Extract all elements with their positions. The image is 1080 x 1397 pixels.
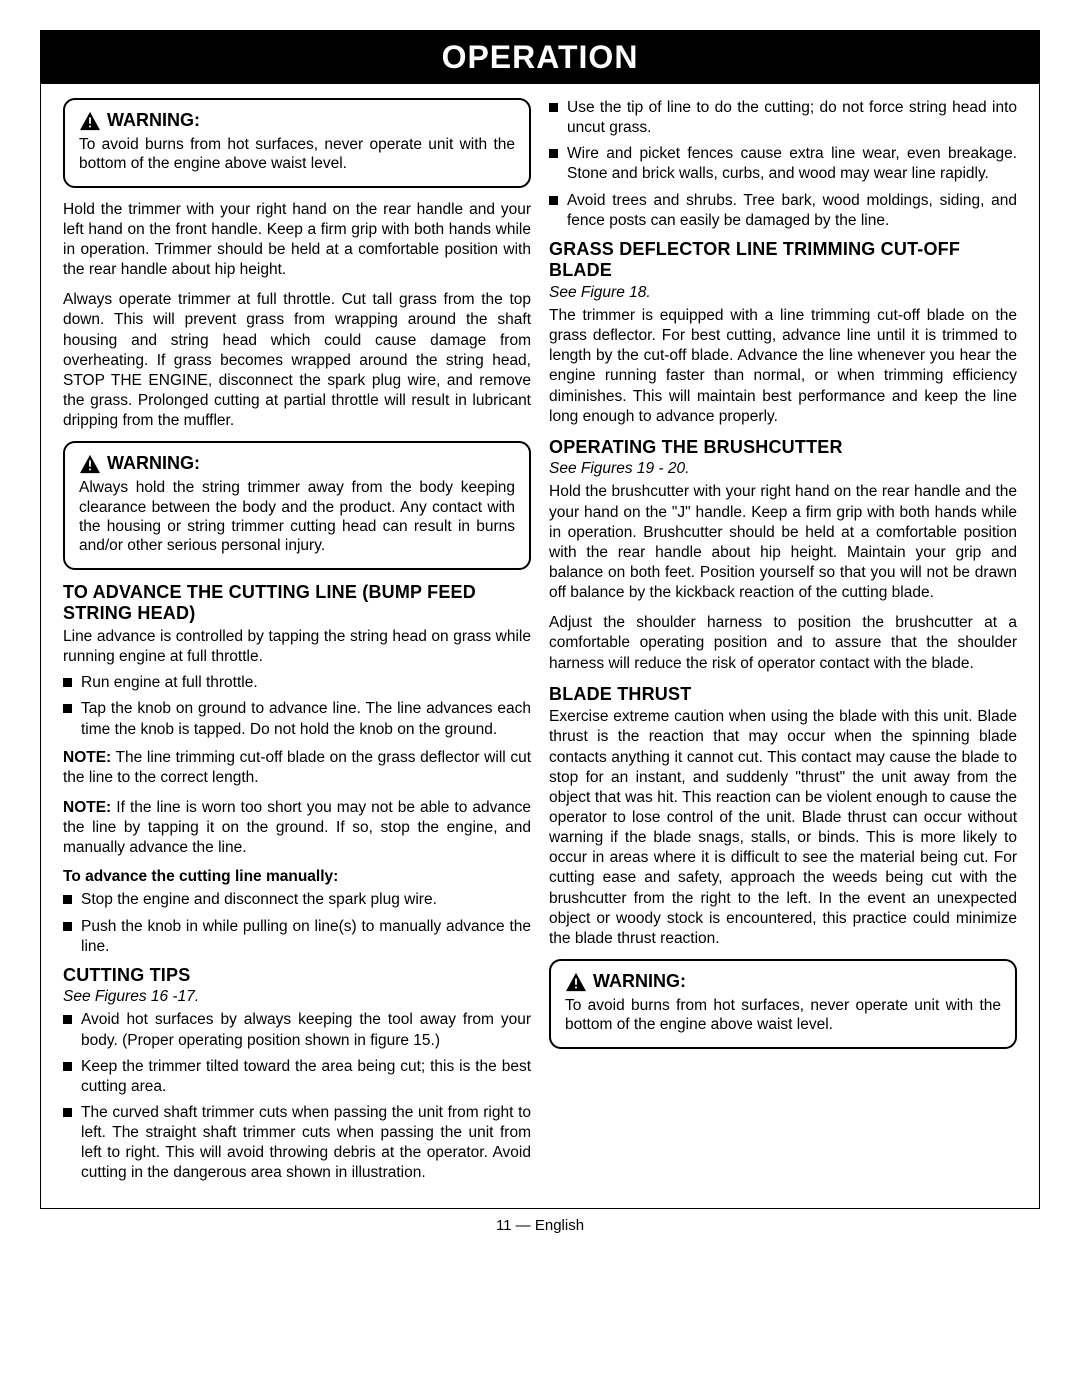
list-item: Keep the trimmer tilted toward the area … xyxy=(63,1057,531,1097)
paragraph: Line advance is controlled by tapping th… xyxy=(63,627,531,667)
warning-box-2: WARNING: Always hold the string trimmer … xyxy=(63,441,531,570)
warning-text: Always hold the string trimmer away from… xyxy=(79,478,515,556)
warning-box-1: WARNING: To avoid burns from hot surface… xyxy=(63,98,531,188)
figure-reference: See Figures 16 -17. xyxy=(63,988,531,1006)
bullet-list: Run engine at full throttle. Tap the kno… xyxy=(63,673,531,739)
warning-text: To avoid burns from hot surfaces, never … xyxy=(79,135,515,174)
left-column: WARNING: To avoid burns from hot surface… xyxy=(63,98,531,1190)
note-text: The line trimming cut-off blade on the g… xyxy=(63,749,531,786)
paragraph: Hold the brushcutter with your right han… xyxy=(549,482,1017,603)
note-label: NOTE: xyxy=(63,749,111,766)
warning-icon xyxy=(79,111,101,131)
section-heading-deflector: GRASS DEFLECTOR LINE TRIMMING CUT-OFF BL… xyxy=(549,239,1017,282)
bullet-list: Use the tip of line to do the cutting; d… xyxy=(549,98,1017,231)
list-item: Stop the engine and disconnect the spark… xyxy=(63,890,531,910)
list-item: The curved shaft trimmer cuts when passi… xyxy=(63,1103,531,1184)
page-frame: OPERATION WARNING: To avoid burns from h… xyxy=(40,30,1040,1209)
list-item: Wire and picket fences cause extra line … xyxy=(549,144,1017,184)
section-heading-cutting-tips: CUTTING TIPS xyxy=(63,965,531,987)
warning-box-3: WARNING: To avoid burns from hot surface… xyxy=(549,959,1017,1049)
list-item: Use the tip of line to do the cutting; d… xyxy=(549,98,1017,138)
paragraph: Hold the trimmer with your right hand on… xyxy=(63,200,531,281)
section-heading-blade-thrust: BLADE THRUST xyxy=(549,684,1017,706)
bullet-list: Avoid hot surfaces by always keeping the… xyxy=(63,1010,531,1183)
warning-heading: WARNING: xyxy=(565,971,1001,992)
note-label: NOTE: xyxy=(63,799,111,816)
section-heading-advance: TO ADVANCE THE CUTTING LINE (BUMP FEED S… xyxy=(63,582,531,625)
figure-reference: See Figures 19 - 20. xyxy=(549,460,1017,478)
paragraph: The trimmer is equipped with a line trim… xyxy=(549,306,1017,427)
page-title: OPERATION xyxy=(41,31,1039,84)
list-item: Push the knob in while pulling on line(s… xyxy=(63,917,531,957)
paragraph: Always operate trimmer at full throttle.… xyxy=(63,290,531,431)
right-column: Use the tip of line to do the cutting; d… xyxy=(549,98,1017,1190)
figure-reference: See Figure 18. xyxy=(549,284,1017,302)
warning-label: WARNING: xyxy=(107,110,200,131)
paragraph: Adjust the shoulder harness to position … xyxy=(549,613,1017,673)
note: NOTE: The line trimming cut-off blade on… xyxy=(63,748,531,788)
subheading-manual: To advance the cutting line manually: xyxy=(63,868,531,886)
list-item: Avoid trees and shrubs. Tree bark, wood … xyxy=(549,191,1017,231)
paragraph: Exercise extreme caution when using the … xyxy=(549,707,1017,949)
page-footer: 11 — English xyxy=(40,1217,1040,1234)
warning-icon xyxy=(79,454,101,474)
warning-icon xyxy=(565,972,587,992)
bullet-list: Stop the engine and disconnect the spark… xyxy=(63,890,531,956)
content-columns: WARNING: To avoid burns from hot surface… xyxy=(41,84,1039,1208)
list-item: Tap the knob on ground to advance line. … xyxy=(63,699,531,739)
warning-label: WARNING: xyxy=(593,971,686,992)
warning-heading: WARNING: xyxy=(79,110,515,131)
note-text: If the line is worn too short you may no… xyxy=(63,799,531,856)
warning-text: To avoid burns from hot surfaces, never … xyxy=(565,996,1001,1035)
warning-label: WARNING: xyxy=(107,453,200,474)
warning-heading: WARNING: xyxy=(79,453,515,474)
note: NOTE: If the line is worn too short you … xyxy=(63,798,531,858)
list-item: Run engine at full throttle. xyxy=(63,673,531,693)
section-heading-brushcutter: OPERATING THE BRUSHCUTTER xyxy=(549,437,1017,459)
list-item: Avoid hot surfaces by always keeping the… xyxy=(63,1010,531,1050)
